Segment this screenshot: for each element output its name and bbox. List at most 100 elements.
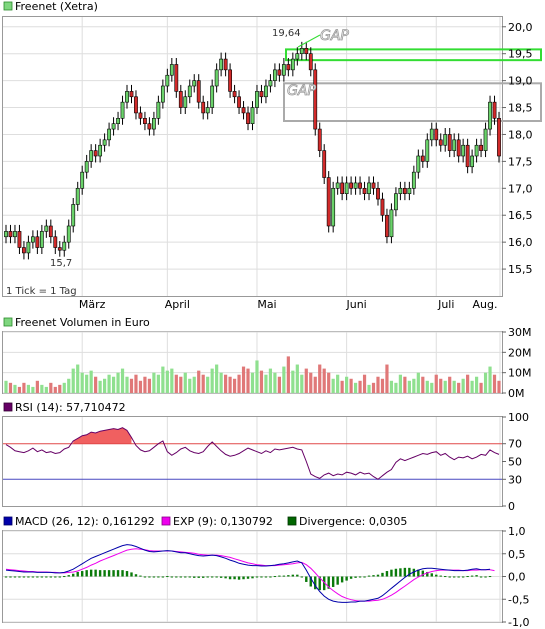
- rsi-lines: [3, 427, 502, 480]
- divergence-bar: [385, 571, 389, 577]
- volume-bar: [353, 382, 358, 393]
- volume-bar: [394, 382, 398, 393]
- candle-body: [30, 236, 35, 243]
- candle-body: [232, 91, 237, 98]
- divergence-bar: [372, 575, 375, 577]
- candle-body: [416, 155, 421, 173]
- candle-body: [48, 225, 53, 238]
- divergence-bar: [219, 576, 223, 578]
- divergence-bar: [9, 576, 12, 578]
- candle-body: [205, 107, 210, 114]
- candle-body: [156, 101, 161, 119]
- candle-body: [420, 155, 425, 162]
- volume-bar: [71, 368, 75, 393]
- divergence-bar: [408, 567, 411, 577]
- candle-body: [411, 171, 416, 189]
- candle-body: [169, 64, 174, 76]
- divergence-bar: [85, 570, 88, 577]
- divergence-bar: [349, 576, 353, 579]
- price-candles: [4, 41, 501, 260]
- volume-legend-label: Freenet Volumen in Euro: [15, 316, 150, 329]
- candle-body: [111, 123, 116, 130]
- rsi-line: [5, 427, 500, 480]
- volume-bar: [443, 380, 447, 393]
- divergence-bar: [394, 568, 398, 577]
- gap-zone-box: [283, 82, 542, 122]
- candle-body: [380, 198, 385, 216]
- candle-body: [201, 101, 206, 114]
- gap-label-1: GAP: [320, 28, 349, 44]
- volume-bar: [389, 380, 394, 393]
- candle-body: [394, 193, 398, 211]
- volume-bar: [268, 368, 273, 393]
- divergence-bar: [22, 576, 26, 578]
- volume-bar: [291, 370, 295, 393]
- volume-bar: [304, 368, 308, 393]
- candle-body: [340, 182, 345, 194]
- candle-body: [470, 155, 475, 168]
- volume-bar: [44, 386, 48, 393]
- candle-body: [389, 209, 394, 238]
- divergence-bar: [421, 570, 425, 577]
- divergence-bar: [255, 576, 259, 578]
- divergence-bar: [166, 576, 169, 578]
- divergence-bar: [188, 576, 191, 578]
- volume-bar: [53, 386, 57, 393]
- candle-body: [241, 107, 246, 114]
- divergence-bar: [318, 576, 321, 591]
- volume-bar: [80, 372, 84, 393]
- volume-bar: [425, 380, 429, 393]
- candle-body: [102, 139, 107, 146]
- price-x-ticks: März April Mai Juni Juli Aug.: [79, 298, 498, 311]
- divergence-bar: [54, 576, 57, 578]
- candle-body: [299, 48, 304, 54]
- price-y-ticks: 20,0 19,5 19,0 18,5 18,0 17,5 17,0 16,5 16,0 15,5: [502, 21, 533, 276]
- signal-legend-swatch: [161, 516, 171, 526]
- candle-body: [344, 182, 349, 194]
- candle-body: [335, 182, 340, 189]
- volume-bar: [327, 372, 331, 393]
- volume-bar: [197, 370, 201, 393]
- divergence-bar: [89, 569, 93, 577]
- candle-body: [219, 58, 224, 71]
- volume-bar: [228, 376, 232, 393]
- volume-panel: Freenet Volumen in Euro 30M 20M 10M 0M: [2, 316, 532, 400]
- candle-body: [62, 241, 67, 251]
- candle-body: [93, 150, 98, 157]
- y-tick-label: 19,0: [508, 75, 533, 88]
- volume-bar: [318, 364, 322, 393]
- volume-bar: [421, 376, 425, 393]
- volume-bar: [85, 374, 89, 393]
- volume-bar: [143, 376, 147, 393]
- candle-body: [434, 128, 439, 141]
- divergence-bar: [354, 576, 357, 578]
- volume-bar: [31, 386, 35, 393]
- volume-bar: [259, 370, 264, 393]
- divergence-bar: [399, 568, 402, 577]
- macd-legend-label: MACD (26, 12): 0,161292: [15, 515, 155, 528]
- candle-body: [273, 69, 277, 81]
- divergence-bar: [27, 576, 30, 578]
- candle-body: [456, 139, 461, 157]
- volume-bar: [380, 378, 385, 393]
- divergence-bar: [457, 576, 460, 578]
- volume-bar: [156, 374, 160, 393]
- candle-body: [210, 85, 215, 108]
- volume-bar: [129, 378, 134, 393]
- candle-body: [17, 231, 22, 248]
- y-tick-label: 17,0: [508, 182, 533, 195]
- volume-bar: [255, 360, 259, 393]
- y-tick-label: 15,5: [508, 263, 533, 276]
- y-tick-label: 20M: [508, 346, 532, 359]
- volume-bar: [286, 356, 290, 393]
- divergence-bar: [134, 574, 138, 577]
- divergence-bar: [116, 570, 120, 577]
- x-tick-label: Juli: [437, 298, 454, 311]
- divergence-bar: [36, 576, 39, 578]
- volume-bar: [120, 368, 125, 393]
- volume-bar: [434, 374, 438, 393]
- volume-bar: [340, 380, 344, 393]
- divergence-bar: [18, 576, 21, 578]
- volume-bar: [282, 366, 286, 393]
